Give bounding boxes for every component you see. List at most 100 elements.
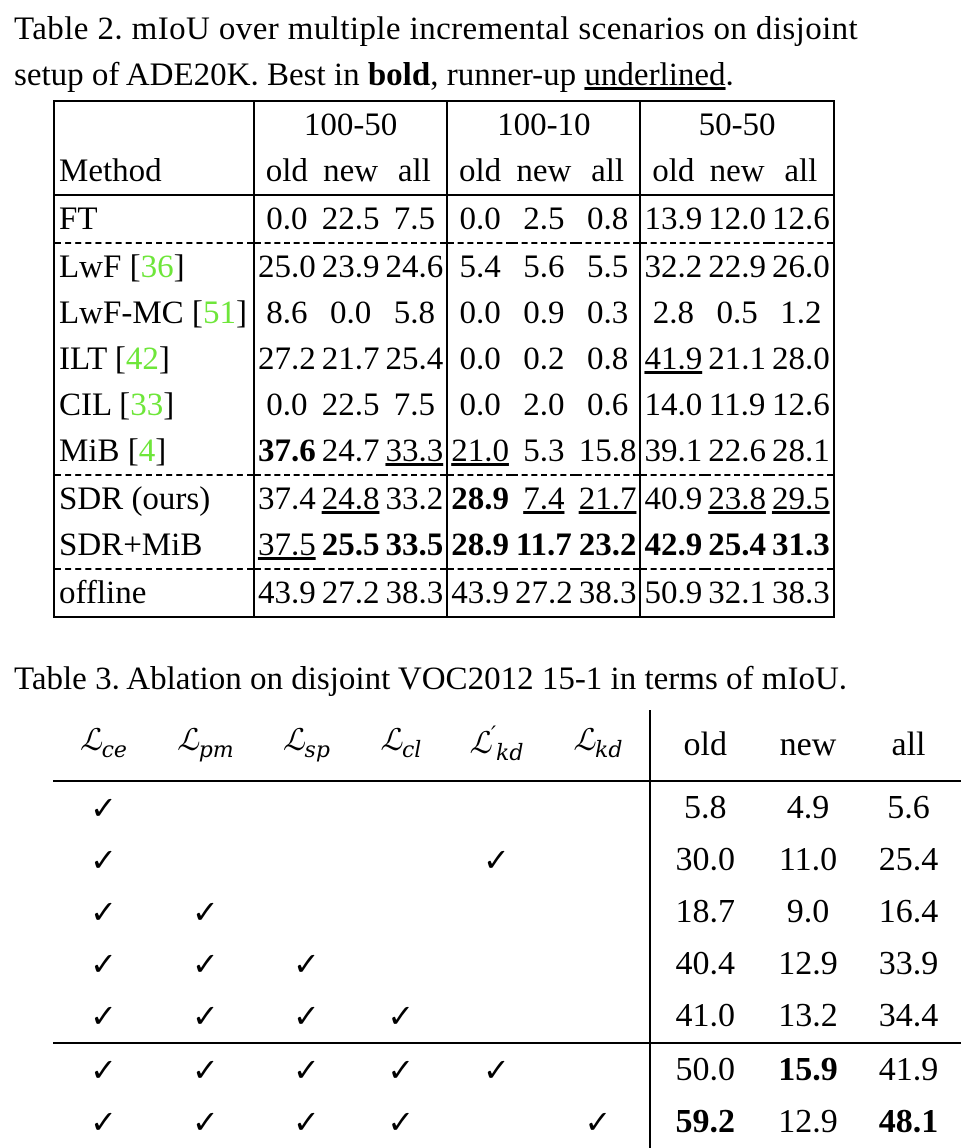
table2-group-header: 100-50: [252, 101, 448, 148]
table2-value: 0.0: [459, 295, 501, 331]
citation-link[interactable]: 33: [130, 387, 164, 423]
table2-method-cell: LwF [36]: [54, 243, 254, 290]
table2-row: CIL [33] 0.0 22.5 7.5 0.0 2.0 0.6 14.0 11.9 12.6: [54, 382, 834, 428]
table2-value-cell: 0.0: [319, 290, 383, 336]
citation-link[interactable]: 36: [140, 249, 174, 285]
table2-value-cell: 23.9: [319, 243, 383, 290]
table2-value-cell: 0.6: [576, 382, 641, 428]
table2-value: 32.1: [708, 575, 766, 611]
table2-value-cell: 27.2: [252, 336, 319, 382]
table2-value-cell: 0.9: [512, 290, 576, 336]
table2-value: 11.9: [708, 387, 766, 423]
table2-value: 24.8: [321, 481, 380, 517]
table2-value: 28.9: [451, 481, 509, 517]
table2-value-cell: 23.8: [705, 475, 769, 522]
table2-value: 0.0: [459, 387, 501, 423]
table2-value: 28.0: [771, 341, 830, 377]
checkmark-icon: ✓: [191, 945, 219, 983]
loss-symbol: ℒ: [282, 722, 305, 758]
empty-cell: [446, 938, 548, 990]
table2-value-cell: 12.6: [768, 195, 834, 244]
table2-row: SDR+MiB 37.5 25.5 33.5 28.9 11.7 23.2 42.9 25.4 3…: [54, 522, 834, 570]
loss-subscript: sp: [304, 737, 330, 763]
table2-value-cell: 0.0: [252, 382, 319, 428]
loss-subscript: cl: [401, 737, 422, 763]
table2-value-cell: 28.1: [768, 428, 834, 476]
empty-cell: [154, 834, 257, 886]
table3: ℒce ℒpm ℒsp ℒcl ℒ′kd ℒkd old new all ✓ 5.8 4.9 5.6 ✓ ✓…: [53, 710, 961, 1148]
table2-value: 22.5: [321, 201, 380, 237]
table2-value-cell: 13.9: [639, 195, 706, 244]
citation-bracket: ]: [173, 249, 185, 285]
table2-subcol-header: new: [511, 148, 576, 196]
citation-link[interactable]: 4: [138, 433, 156, 469]
table2-value: 0.0: [266, 387, 308, 423]
table2-value: 37.5: [257, 527, 316, 563]
table2-group-header: 100-10: [446, 101, 641, 148]
loss-header: ℒcl: [356, 710, 446, 782]
table2-value-cell: 14.0: [639, 382, 706, 428]
citation-bracket: ]: [235, 295, 247, 331]
table2-value-cell: 33.5: [382, 522, 448, 570]
table2-value: 22.5: [321, 387, 380, 423]
table2-value: 7.5: [393, 201, 435, 237]
citation-link[interactable]: 42: [125, 341, 159, 377]
table2-value-cell: 21.0: [446, 428, 512, 476]
table3-value: 15.9: [759, 1042, 856, 1096]
table2-value: 33.3: [385, 433, 444, 469]
table2-value-cell: 40.9: [639, 475, 706, 522]
table2-value: 13.9: [644, 201, 703, 237]
checkmark-icon: ✓: [483, 841, 510, 879]
table2-value: 29.5: [771, 481, 830, 517]
table2-value-cell: 0.0: [446, 290, 512, 336]
loss-header: ℒce: [53, 710, 154, 782]
empty-cell: [547, 886, 649, 938]
checkmark-icon: ✓: [90, 789, 117, 827]
metric-header: new: [759, 710, 856, 782]
table2-value: 38.3: [385, 575, 444, 611]
table2-value: 43.9: [451, 575, 509, 611]
table3-value: 41.9: [855, 1042, 961, 1096]
table2-value-cell: 39.1: [639, 428, 706, 476]
table2-value: 5.6: [523, 249, 565, 285]
table2-value-cell: 42.9: [639, 522, 706, 570]
table2-method-cell: MiB [4]: [54, 428, 254, 476]
table2-value: 22.6: [708, 433, 766, 469]
table2-method-cell: LwF-MC [51]: [54, 290, 254, 336]
table3-header-row: ℒce ℒpm ℒsp ℒcl ℒ′kd ℒkd old new all: [53, 710, 961, 782]
table2-value-cell: 31.3: [768, 522, 834, 570]
table2-value-cell: 43.9: [252, 569, 319, 617]
table2-value-cell: 2.5: [511, 195, 576, 244]
table2-value: 27.2: [514, 575, 573, 611]
table2-value-cell: 21.7: [576, 475, 641, 522]
empty-cell: [257, 834, 356, 886]
table2-value: 43.9: [257, 575, 316, 611]
table2-value-cell: 5.4: [446, 243, 512, 290]
table2-method-header: Method: [54, 148, 254, 196]
empty-cell: [257, 781, 356, 834]
table2-value: 21.1: [708, 341, 766, 377]
table2-subcol-header: all: [768, 148, 834, 196]
table2-value-cell: 28.9: [446, 475, 512, 522]
table2-value: 0.0: [459, 201, 501, 237]
table3-value: 9.0: [786, 893, 830, 930]
table2-value-cell: 23.2: [575, 522, 641, 570]
table2-value: 23.2: [578, 527, 637, 563]
table2-value: 0.0: [266, 201, 308, 237]
table2-value: 28.9: [451, 527, 509, 563]
table2-value: 2.5: [523, 201, 565, 237]
table2-subcol-header: all: [382, 148, 448, 196]
table2-value-cell: 0.0: [446, 336, 512, 382]
empty-cell: [356, 886, 446, 938]
method-name: SDR (ours): [59, 481, 211, 517]
loss-subscript: kd: [496, 741, 524, 766]
table2-value-cell: 50.9: [639, 569, 706, 617]
table3-value: 50.0: [648, 1042, 760, 1096]
table3-value: 12.9: [778, 945, 838, 982]
empty-cell: [446, 781, 548, 834]
citation-link[interactable]: 51: [202, 295, 236, 331]
table2-value: 12.6: [771, 387, 830, 423]
table2-value-cell: 38.3: [769, 569, 834, 617]
table2-value-cell: 5.6: [512, 243, 576, 290]
table2-group-header: 50-50: [639, 101, 834, 148]
